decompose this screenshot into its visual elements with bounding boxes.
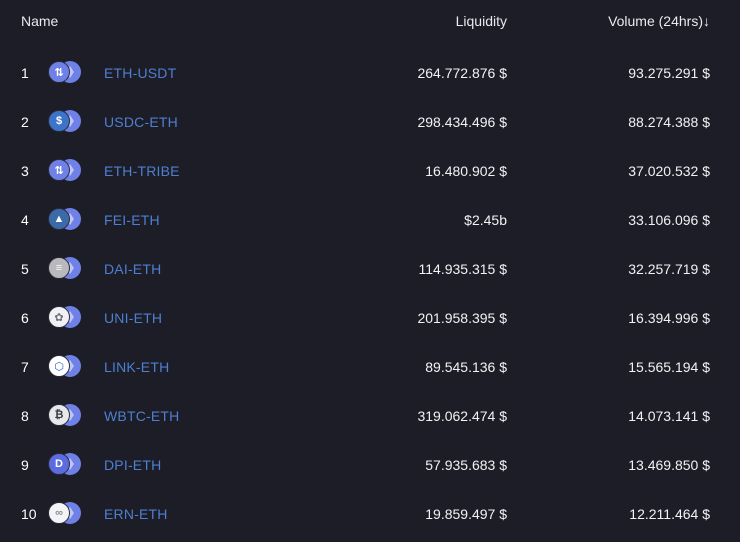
uni-eth-icon: ✿ (48, 306, 82, 328)
token-glyph: D (55, 458, 63, 470)
token-icon: ⬡ (48, 355, 70, 377)
usdc-eth-icon: $ (48, 110, 82, 132)
link-eth-icon: ⬡ (48, 355, 82, 377)
liquidity-value: 89.545.136 $ (425, 359, 507, 375)
pair-link[interactable]: UNI-ETH (104, 310, 163, 326)
volume-value: 14.073.141 $ (628, 408, 710, 424)
table-row[interactable]: 10 ∞ ERN-ETH 19.859.497 $ 12.211.464 $ (0, 489, 740, 538)
row-rank: 2 (21, 114, 29, 130)
liquidity-value: 201.958.395 $ (417, 310, 507, 326)
token-glyph: ⇅ (54, 164, 64, 177)
token-icon: D (48, 453, 70, 475)
dai-eth-icon: ≡ (48, 257, 82, 279)
token-glyph: ≡ (55, 262, 63, 274)
row-rank: 5 (21, 261, 29, 277)
token-icon: ⇅ (48, 61, 70, 83)
token-icon: ▲ (48, 208, 70, 230)
token-icon: $ (48, 110, 70, 132)
table-body: 1 ⇅ ETH-USDT 264.772.876 $ 93.275.291 $ 2 $ USD… (0, 48, 740, 538)
volume-value: 13.469.850 $ (628, 457, 710, 473)
token-glyph: ⇅ (54, 66, 64, 79)
eth-tribe-icon: ⇅ (48, 159, 82, 181)
token-icon: ∞ (48, 502, 70, 524)
table-row[interactable]: 1 ⇅ ETH-USDT 264.772.876 $ 93.275.291 $ (0, 48, 740, 97)
wbtc-eth-icon: ₿ (48, 404, 82, 426)
row-rank: 10 (21, 506, 37, 522)
token-icon: ₿ (48, 404, 70, 426)
ern-eth-icon: ∞ (48, 502, 82, 524)
token-glyph: ▲ (53, 213, 65, 225)
column-header-liquidity[interactable]: Liquidity (455, 13, 507, 29)
volume-value: 16.394.996 $ (628, 310, 710, 326)
row-rank: 4 (21, 212, 29, 228)
dpi-eth-icon: D (48, 453, 82, 475)
fei-eth-icon: ▲ (48, 208, 82, 230)
row-rank: 1 (21, 65, 29, 81)
table-row[interactable]: 8 ₿ WBTC-ETH 319.062.474 $ 14.073.141 $ (0, 391, 740, 440)
token-icon: ✿ (48, 306, 70, 328)
pair-link[interactable]: ERN-ETH (104, 506, 168, 522)
row-rank: 7 (21, 359, 29, 375)
pair-link[interactable]: ETH-TRIBE (104, 163, 180, 179)
volume-value: 12.211.464 $ (629, 506, 710, 522)
volume-value: 93.275.291 $ (628, 65, 710, 81)
token-glyph: ✿ (54, 311, 64, 324)
token-glyph: ⬡ (54, 360, 64, 373)
row-rank: 8 (21, 408, 29, 424)
pair-link[interactable]: WBTC-ETH (104, 408, 180, 424)
liquidity-value: 264.772.876 $ (417, 65, 507, 81)
row-rank: 6 (21, 310, 29, 326)
table-row[interactable]: 5 ≡ DAI-ETH 114.935.315 $ 32.257.719 $ (0, 244, 740, 293)
row-rank: 9 (21, 457, 29, 473)
volume-value: 15.565.194 $ (628, 359, 710, 375)
liquidity-value: 19.859.497 $ (425, 506, 507, 522)
column-header-volume[interactable]: Volume (24hrs)↓ (608, 13, 710, 29)
table-row[interactable]: 4 ▲ FEI-ETH $2.45b 33.106.096 $ (0, 195, 740, 244)
eth-usdt-icon: ⇅ (48, 61, 82, 83)
pair-link[interactable]: DPI-ETH (104, 457, 162, 473)
table-row[interactable]: 9 D DPI-ETH 57.935.683 $ 13.469.850 $ (0, 440, 740, 489)
liquidity-value: 16.480.902 $ (425, 163, 507, 179)
row-rank: 3 (21, 163, 29, 179)
table-row[interactable]: 6 ✿ UNI-ETH 201.958.395 $ 16.394.996 $ (0, 293, 740, 342)
liquidity-value: 319.062.474 $ (417, 408, 507, 424)
volume-value: 32.257.719 $ (628, 261, 710, 277)
liquidity-value: 114.935.315 $ (418, 261, 508, 277)
pair-link[interactable]: DAI-ETH (104, 261, 162, 277)
token-glyph: ∞ (55, 507, 63, 519)
token-icon: ⇅ (48, 159, 70, 181)
table-row[interactable]: 2 $ USDC-ETH 298.434.496 $ 88.274.388 $ (0, 97, 740, 146)
liquidity-value: 57.935.683 $ (425, 457, 507, 473)
pair-link[interactable]: USDC-ETH (104, 114, 178, 130)
table-row[interactable]: 7 ⬡ LINK-ETH 89.545.136 $ 15.565.194 $ (0, 342, 740, 391)
pair-link[interactable]: FEI-ETH (104, 212, 160, 228)
liquidity-value: $2.45b (464, 212, 507, 228)
volume-value: 88.274.388 $ (628, 114, 710, 130)
pair-link[interactable]: LINK-ETH (104, 359, 170, 375)
liquidity-value: 298.434.496 $ (417, 114, 507, 130)
volume-value: 37.020.532 $ (628, 163, 710, 179)
token-glyph: ₿ (54, 409, 64, 421)
sort-arrow-down-icon: ↓ (703, 13, 710, 29)
token-glyph: $ (55, 115, 63, 127)
table-header: Name Liquidity Volume (24hrs)↓ (0, 0, 740, 44)
column-header-name[interactable]: Name (21, 13, 59, 29)
volume-header-label: Volume (24hrs) (608, 13, 703, 29)
volume-value: 33.106.096 $ (628, 212, 710, 228)
pair-link[interactable]: ETH-USDT (104, 65, 177, 81)
token-icon: ≡ (48, 257, 70, 279)
table-row[interactable]: 3 ⇅ ETH-TRIBE 16.480.902 $ 37.020.532 $ (0, 146, 740, 195)
